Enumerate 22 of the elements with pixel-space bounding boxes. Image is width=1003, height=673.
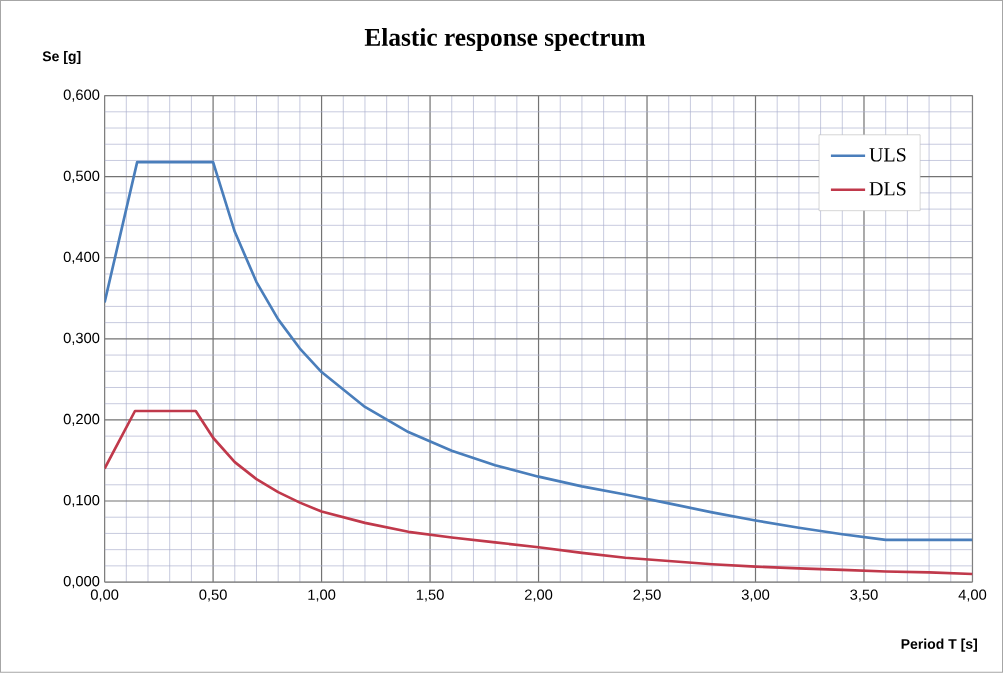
y-tick-label: 0,300 <box>63 332 100 346</box>
x-tick-label: 1,50 <box>416 589 444 602</box>
y-tick-label: 0,600 <box>63 89 100 102</box>
line-series <box>104 160 973 542</box>
x-axis-title: Period T [s] <box>901 638 977 652</box>
chart-title: Elastic response spectrum <box>364 28 646 52</box>
x-tick-label: 3,50 <box>850 589 878 602</box>
y-tick-label: 0,500 <box>63 170 100 183</box>
y-tick-label: 0,400 <box>63 251 100 264</box>
x-tick-label: 1,00 <box>308 589 336 602</box>
x-tick-label: 4,00 <box>958 589 987 602</box>
y-axis-title: Se [g] <box>42 51 81 65</box>
x-tick-label: 3,00 <box>741 589 770 602</box>
y-tick-label: 0,000 <box>63 576 100 589</box>
y-tick-label: 0,100 <box>63 495 100 508</box>
legend-label: DLS <box>869 182 906 196</box>
x-tick-label: 2,50 <box>633 589 661 602</box>
x-tick-label: 2,00 <box>524 589 553 602</box>
x-tick-label: 0,00 <box>90 589 119 602</box>
legend-label: ULS <box>869 148 906 162</box>
x-tick-label: 0,50 <box>199 589 227 602</box>
y-tick-label: 0,200 <box>63 414 100 427</box>
